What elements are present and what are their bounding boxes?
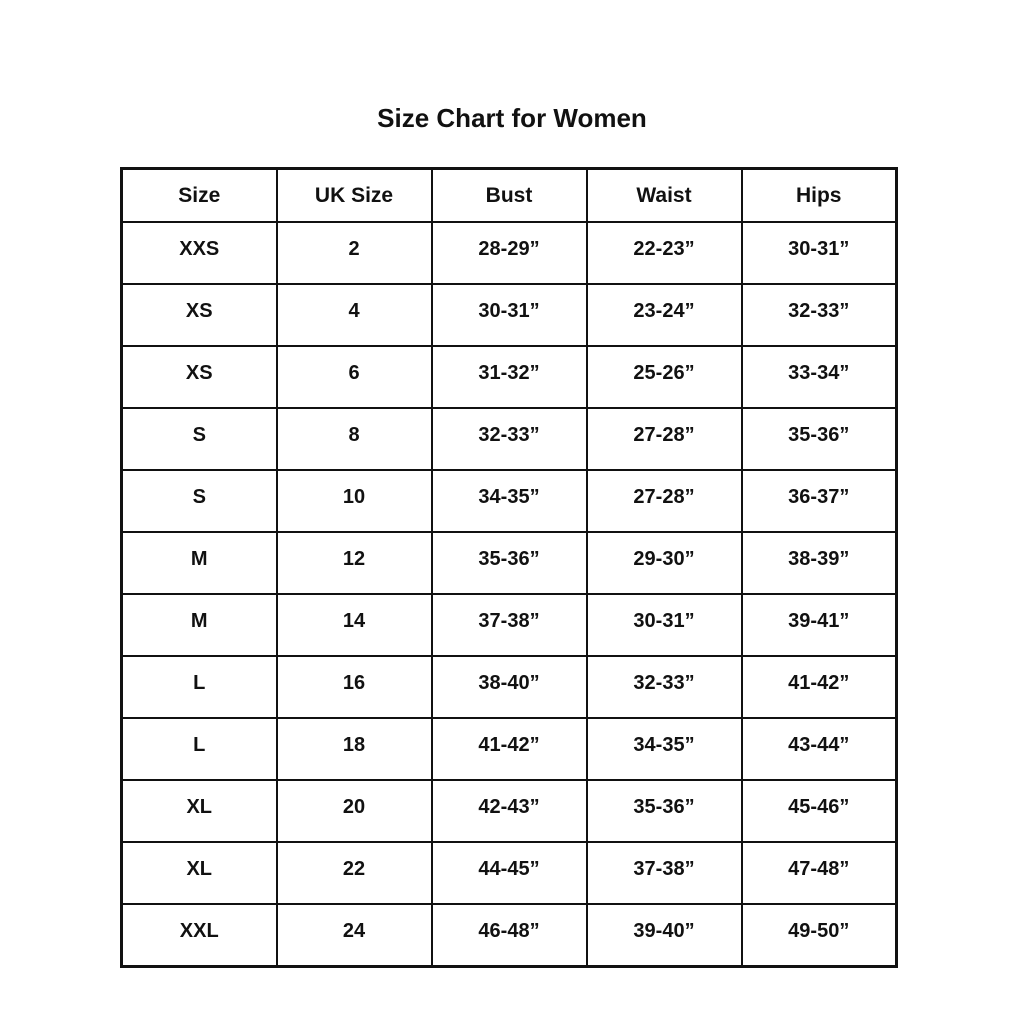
table-cell: 39-41” (740, 593, 898, 657)
table-header: Size UK Size Bust Waist Hips (120, 167, 898, 223)
table-cell: 2 (275, 221, 433, 285)
column-header-bust: Bust (430, 167, 588, 223)
table-row: XXL 24 46-48” 39-40” 49-50” (120, 903, 898, 968)
table-row: S 8 32-33” 27-28” 35-36” (120, 407, 898, 471)
table-cell: 46-48” (430, 903, 588, 968)
table-cell: 28-29” (430, 221, 588, 285)
table-cell: 22 (275, 841, 433, 905)
table-cell: 25-26” (585, 345, 743, 409)
table-cell: 35-36” (740, 407, 898, 471)
table-cell: XXS (120, 221, 278, 285)
table-cell: 49-50” (740, 903, 898, 968)
table-row: XL 22 44-45” 37-38” 47-48” (120, 841, 898, 905)
table-cell: 41-42” (740, 655, 898, 719)
table-cell: XS (120, 283, 278, 347)
column-header-uk-size: UK Size (275, 167, 433, 223)
table-cell: 32-33” (430, 407, 588, 471)
column-header-waist: Waist (585, 167, 743, 223)
table-cell: 45-46” (740, 779, 898, 843)
table-body: XXS 2 28-29” 22-23” 30-31” XS 4 30-31” 23-24” 32-… (120, 221, 898, 968)
table-cell: 4 (275, 283, 433, 347)
table-cell: 35-36” (430, 531, 588, 595)
table-cell: 42-43” (430, 779, 588, 843)
table-cell: 27-28” (585, 469, 743, 533)
table-cell: 8 (275, 407, 433, 471)
table-cell: M (120, 531, 278, 595)
table-cell: 41-42” (430, 717, 588, 781)
table-cell: 44-45” (430, 841, 588, 905)
table-cell: 38-40” (430, 655, 588, 719)
table-cell: 14 (275, 593, 433, 657)
table-cell: XL (120, 779, 278, 843)
table-row: M 12 35-36” 29-30” 38-39” (120, 531, 898, 595)
table-cell: 43-44” (740, 717, 898, 781)
column-header-hips: Hips (740, 167, 898, 223)
table-cell: 36-37” (740, 469, 898, 533)
table-row: XXS 2 28-29” 22-23” 30-31” (120, 221, 898, 285)
table-cell: 37-38” (585, 841, 743, 905)
table-cell: XS (120, 345, 278, 409)
table-cell: 24 (275, 903, 433, 968)
table-cell: 16 (275, 655, 433, 719)
table-row: L 16 38-40” 32-33” 41-42” (120, 655, 898, 719)
table-row: XL 20 42-43” 35-36” 45-46” (120, 779, 898, 843)
table-cell: 39-40” (585, 903, 743, 968)
table-cell: XL (120, 841, 278, 905)
table-cell: 34-35” (430, 469, 588, 533)
table-cell: 27-28” (585, 407, 743, 471)
table-cell: S (120, 469, 278, 533)
table-cell: 47-48” (740, 841, 898, 905)
table-cell: 38-39” (740, 531, 898, 595)
table-cell: 30-31” (585, 593, 743, 657)
table-cell: 37-38” (430, 593, 588, 657)
table-cell: 32-33” (740, 283, 898, 347)
table-row: S 10 34-35” 27-28” 36-37” (120, 469, 898, 533)
table-row: M 14 37-38” 30-31” 39-41” (120, 593, 898, 657)
table-cell: S (120, 407, 278, 471)
table-row: XS 4 30-31” 23-24” 32-33” (120, 283, 898, 347)
table-header-row: Size UK Size Bust Waist Hips (120, 167, 898, 223)
table-cell: 6 (275, 345, 433, 409)
table-cell: L (120, 655, 278, 719)
table-cell: 33-34” (740, 345, 898, 409)
table-cell: XXL (120, 903, 278, 968)
table-cell: 30-31” (430, 283, 588, 347)
table-cell: 31-32” (430, 345, 588, 409)
page-title: Size Chart for Women (377, 103, 647, 133)
size-chart-table: Size UK Size Bust Waist Hips XXS 2 28-29” 22-23… (120, 167, 898, 968)
table-cell: 29-30” (585, 531, 743, 595)
table-cell: M (120, 593, 278, 657)
table-row: L 18 41-42” 34-35” 43-44” (120, 717, 898, 781)
table-cell: 18 (275, 717, 433, 781)
table-cell: 12 (275, 531, 433, 595)
table-cell: 22-23” (585, 221, 743, 285)
table-cell: 34-35” (585, 717, 743, 781)
table-cell: 20 (275, 779, 433, 843)
table-cell: 10 (275, 469, 433, 533)
table-row: XS 6 31-32” 25-26” 33-34” (120, 345, 898, 409)
table-cell: 32-33” (585, 655, 743, 719)
column-header-size: Size (120, 167, 278, 223)
table-cell: 35-36” (585, 779, 743, 843)
table-cell: 30-31” (740, 221, 898, 285)
table-cell: 23-24” (585, 283, 743, 347)
table-cell: L (120, 717, 278, 781)
